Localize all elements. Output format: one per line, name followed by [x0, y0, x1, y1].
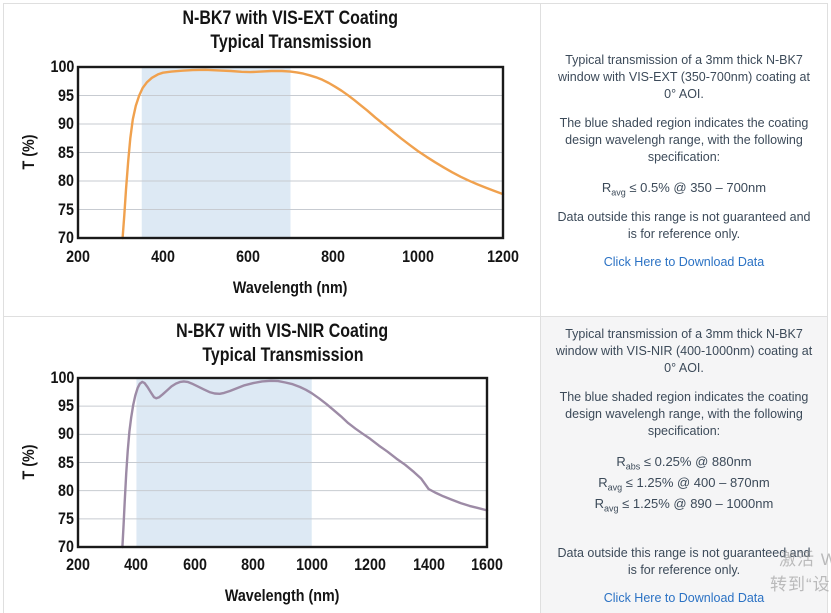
coating-description: Typical transmission of a 3mm thick N-BK… [558, 52, 810, 101]
frame-border-right [827, 3, 828, 613]
y-tick-label: 70 [58, 228, 74, 247]
y-tick-label: 100 [50, 57, 74, 76]
chart-subtitle: Typical Transmission [201, 345, 364, 366]
coating-info-panel-vis-ext: Typical transmission of a 3mm thick N-BK… [541, 4, 827, 316]
coating-info-panel-vis-nir: Typical transmission of a 3mm thick N-BK… [541, 317, 827, 613]
reference-note: Data outside this range is not guarantee… [557, 209, 811, 241]
chart-title: N-BK7 with VIS-NIR Coating [176, 321, 389, 342]
y-tick-label: 100 [50, 368, 74, 387]
frame-border-left [3, 3, 4, 613]
transmission-plot [76, 376, 489, 549]
y-tick-label: 80 [58, 171, 74, 190]
reference-note: Data outside this range is not guarantee… [557, 545, 811, 577]
spec-line: Rabs ≤ 0.25% @ 880nm [616, 453, 752, 472]
shaded-region-note: The blue shaded region indicates the coa… [559, 115, 809, 164]
x-tick-label: 200 [66, 247, 90, 266]
chart-subtitle: Typical Transmission [209, 32, 372, 53]
y-tick-label: 85 [58, 452, 74, 472]
row-divider [3, 316, 828, 317]
x-axis-label: Wavelength (nm) [233, 278, 348, 297]
x-tick-label: 200 [66, 555, 90, 574]
column-divider [540, 3, 541, 613]
x-tick-label: 800 [321, 247, 345, 266]
y-tick-label: 85 [58, 142, 74, 162]
x-tick-label: 600 [236, 247, 260, 266]
x-tick-label: 400 [151, 247, 175, 266]
coating-specs: Ravg ≤ 0.5% @ 350 – 700nm [602, 177, 766, 198]
coating-specs: Rabs ≤ 0.25% @ 880nm Ravg ≤ 1.25% @ 400 –… [595, 451, 774, 514]
frame-border-top [3, 3, 828, 4]
y-tick-label: 90 [58, 424, 74, 444]
x-axis-label: Wavelength (nm) [225, 586, 340, 605]
coating-description: Typical transmission of a 3mm thick N-BK… [555, 326, 813, 375]
chart-vis-ext: N-BK7 with VIS-EXT Coating Typical Trans… [4, 4, 540, 316]
plot-border [76, 65, 505, 240]
x-tick-label: 800 [241, 555, 266, 574]
y-tick-label: 70 [58, 537, 74, 556]
shaded-region-note: The blue shaded region indicates the coa… [559, 389, 809, 438]
y-tick-label: 95 [58, 396, 74, 416]
plot-border [76, 376, 489, 549]
y-tick-label: 80 [58, 480, 74, 500]
download-data-link[interactable]: Click Here to Download Data [603, 254, 765, 269]
x-tick-label: 1000 [295, 555, 328, 574]
y-tick-label: 75 [58, 508, 74, 528]
transmission-curve [121, 379, 489, 549]
spec-line: Ravg ≤ 1.25% @ 400 – 870nm [598, 474, 770, 493]
x-tick-label: 400 [124, 555, 149, 574]
spec-line: Ravg ≤ 1.25% @ 890 – 1000nm [594, 495, 774, 514]
y-tick-label: 90 [58, 114, 74, 133]
transmission-plot [76, 65, 505, 240]
chart-vis-nir: N-BK7 with VIS-NIR Coating Typical Trans… [4, 317, 540, 613]
spec-line: Ravg ≤ 0.5% @ 350 – 700nm [601, 179, 767, 198]
download-data-link[interactable]: Click Here to Download Data [603, 590, 765, 605]
transmission-curve [121, 68, 505, 240]
x-tick-label: 1000 [402, 247, 434, 266]
x-tick-label: 1600 [471, 555, 503, 574]
x-tick-label: 1400 [412, 555, 445, 574]
y-tick-label: 75 [58, 199, 74, 219]
x-tick-label: 600 [182, 555, 207, 574]
y-tick-label: 95 [58, 85, 74, 105]
x-tick-label: 1200 [487, 247, 519, 266]
chart-title: N-BK7 with VIS-EXT Coating [182, 8, 399, 29]
x-tick-label: 1200 [354, 555, 387, 574]
